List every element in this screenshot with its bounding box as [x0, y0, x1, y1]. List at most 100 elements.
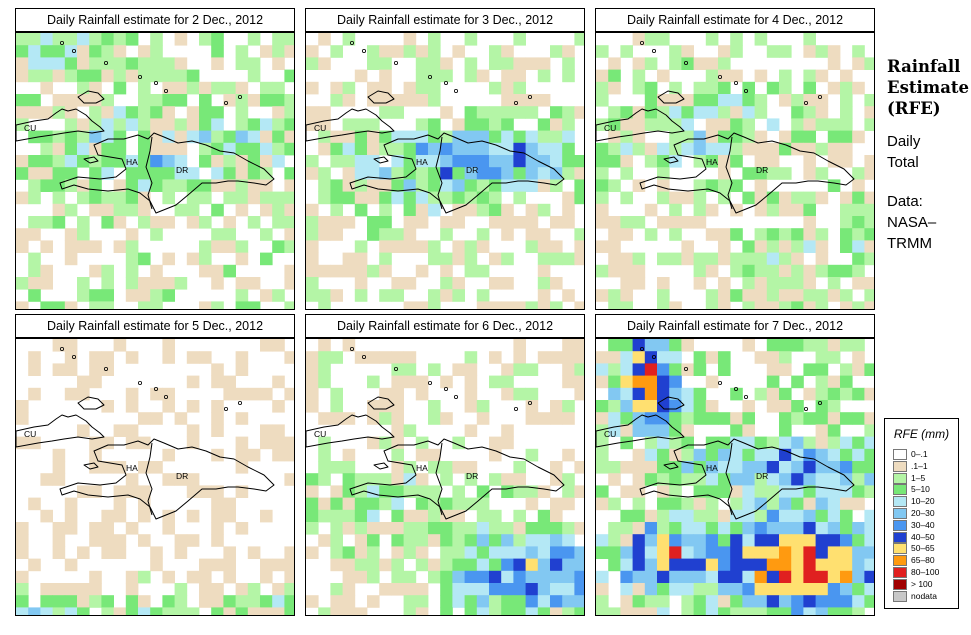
- rainfall-cell: [815, 522, 829, 535]
- rainfall-cell: [186, 130, 200, 144]
- rainfall-cell: [779, 252, 792, 266]
- rainfall-cell: [64, 142, 78, 156]
- rainfall-cell: [318, 130, 331, 144]
- rainfall-cell: [162, 351, 175, 364]
- rainfall-cell: [464, 461, 478, 474]
- rainfall-cell: [391, 277, 404, 290]
- rainfall-cell: [596, 351, 609, 364]
- rainfall-cell: [330, 142, 343, 156]
- rainfall-cell: [657, 387, 670, 401]
- rainfall-cell: [101, 534, 114, 547]
- rainfall-cell: [113, 81, 127, 95]
- rainfall-cell: [235, 191, 249, 205]
- rainfall-cell: [354, 522, 368, 535]
- rainfall-cell: [803, 191, 816, 205]
- rainfall-cell: [596, 191, 609, 205]
- rainfall-cell: [681, 522, 694, 535]
- rainfall-cell: [476, 497, 490, 511]
- rainfall-cell: [815, 264, 829, 278]
- rainfall-cell: [318, 264, 331, 278]
- rainfall-cell: [89, 301, 102, 309]
- rainfall-cell: [162, 118, 175, 131]
- rainfall-cell: [150, 69, 163, 83]
- rainfall-cell: [40, 130, 53, 144]
- rainfall-cell: [537, 240, 551, 253]
- rainfall-cell: [852, 130, 865, 144]
- rainfall-cell: [354, 130, 368, 144]
- rainfall-cell: [608, 461, 621, 474]
- rainfall-cell: [501, 583, 514, 596]
- rainfall-cell: [125, 473, 139, 486]
- rainfall-cell: [730, 522, 743, 535]
- rainfall-cell: [537, 94, 551, 107]
- rainfall-cell: [464, 252, 478, 266]
- rainfall-cell: [318, 497, 331, 511]
- rainfall-cell: [779, 363, 792, 376]
- rainfall-cell: [367, 497, 380, 511]
- rainfall-cell: [596, 289, 609, 302]
- coastline: [306, 414, 395, 448]
- rainfall-cell: [766, 448, 780, 462]
- rainfall-cell: [150, 264, 163, 278]
- rainfall-cell: [681, 607, 694, 615]
- rainfall-cell: [596, 81, 609, 95]
- rainfall-cell: [452, 277, 465, 290]
- rainfall-cell: [742, 106, 755, 119]
- rainfall-cell: [223, 509, 236, 523]
- rainfall-cell: [852, 228, 865, 241]
- rainfall-cell: [247, 595, 261, 608]
- coastline: [349, 132, 565, 214]
- rainfall-cell: [89, 240, 102, 253]
- coastline: [663, 462, 679, 470]
- rainfall-cell: [657, 301, 670, 309]
- panel-title: Daily Rainfall estimate for 3 Dec., 2012: [305, 8, 585, 32]
- rainfall-cell: [550, 301, 563, 309]
- rainfall-cell: [779, 167, 792, 180]
- map-panel-dec-7: Daily Rainfall estimate for 7 Dec., 2012…: [595, 314, 875, 616]
- rainfall-cell: [562, 595, 575, 608]
- rainfall-cell: [803, 339, 816, 352]
- rainfall-cell: [501, 301, 514, 309]
- rainfall-cell: [525, 363, 539, 376]
- rainfall-cell: [596, 570, 609, 584]
- rainfall-cell: [513, 106, 526, 119]
- coastline: [306, 108, 395, 142]
- rainfall-cell: [52, 522, 66, 535]
- coastline: [77, 90, 105, 104]
- rainfall-cell: [779, 509, 792, 523]
- rainfall-cell: [644, 81, 658, 95]
- rainfall-cell: [101, 33, 114, 46]
- rainfall-cell: [125, 387, 139, 401]
- country-label-cu: CU: [24, 123, 36, 133]
- rainfall-cell: [16, 106, 29, 119]
- rainfall-cell: [199, 570, 212, 584]
- rainfall-cell: [428, 522, 441, 535]
- rainfall-cell: [718, 448, 731, 462]
- rainfall-cell: [657, 216, 670, 229]
- rainfall-cell: [693, 546, 707, 559]
- rainfall-cell: [681, 509, 694, 523]
- rainfall-cell: [211, 485, 224, 498]
- rainfall-cell: [440, 179, 453, 192]
- rainfall-cell: [101, 142, 114, 156]
- rainfall-cell: [16, 546, 29, 559]
- rainfall-cell: [864, 461, 874, 474]
- rainfall-cell: [318, 57, 331, 70]
- rainfall-cell: [766, 522, 780, 535]
- rainfall-cell: [754, 473, 768, 486]
- rainfall-cell: [403, 375, 417, 389]
- rainfall-cell: [644, 228, 658, 241]
- rainfall-cell: [791, 497, 804, 511]
- rainfall-cell: [537, 570, 551, 584]
- rainfall-cell: [330, 289, 343, 302]
- rainfall-cell: [306, 228, 319, 241]
- rainfall-cell: [162, 155, 175, 168]
- rainfall-cell: [415, 607, 429, 615]
- rainfall-cell: [260, 570, 273, 584]
- rainfall-cell: [669, 375, 682, 389]
- rainfall-cell: [476, 583, 490, 596]
- rainfall-cell: [174, 33, 188, 46]
- rainfall-cell: [464, 497, 478, 511]
- rainfall-cell: [730, 546, 743, 559]
- rainfall-cell: [562, 57, 575, 70]
